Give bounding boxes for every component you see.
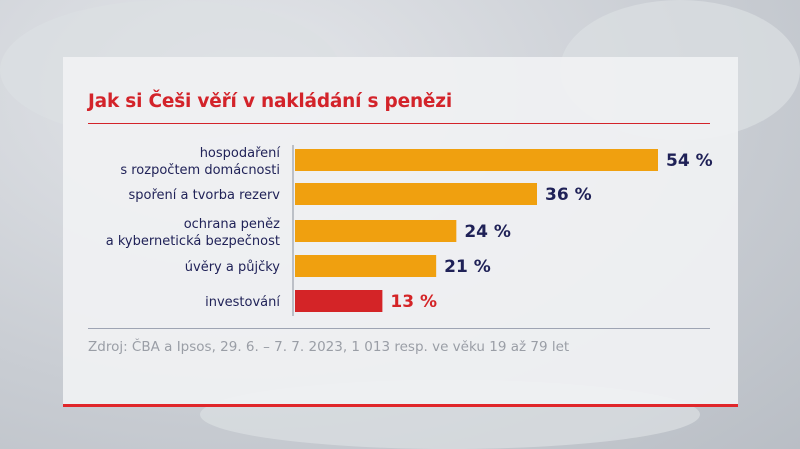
category-label-4: investování	[205, 295, 280, 310]
panel-bottom-accent	[63, 404, 738, 407]
category-label-0: s rozpočtem domácnosti	[120, 163, 280, 178]
category-label-3: úvěry a půjčky	[185, 260, 281, 275]
chart-title: Jak si Češi věří v nakládání s penězi	[88, 91, 452, 112]
source-note: Zdroj: ČBA a Ipsos, 29. 6. – 7. 7. 2023,…	[88, 339, 570, 355]
footer-divider	[88, 328, 710, 329]
category-label-2: ochrana peněz	[184, 217, 280, 232]
bar-4	[295, 290, 383, 312]
category-label-0: hospodaření	[200, 146, 281, 161]
category-label-1: spoření a tvorba rezerv	[129, 188, 281, 203]
value-label-2: 24 %	[464, 222, 511, 242]
value-label-4: 13 %	[390, 292, 437, 312]
bar-2	[295, 220, 457, 242]
title-divider	[88, 123, 710, 124]
bar-1	[295, 183, 537, 205]
value-label-3: 21 %	[444, 257, 491, 277]
value-label-0: 54 %	[666, 151, 713, 171]
value-label-1: 36 %	[545, 185, 592, 205]
bar-3	[295, 255, 437, 277]
category-label-2: a kybernetická bezpečnost	[106, 234, 280, 249]
bar-0	[295, 149, 658, 171]
